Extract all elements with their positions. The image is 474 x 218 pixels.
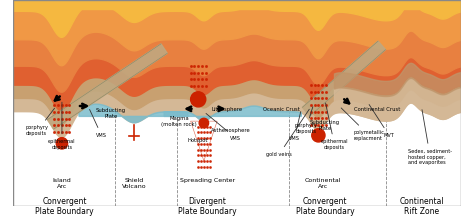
- Text: Lithosphere: Lithosphere: [211, 107, 243, 112]
- Polygon shape: [13, 0, 461, 206]
- Polygon shape: [47, 44, 167, 129]
- Text: Continental
Rift Zone: Continental Rift Zone: [399, 197, 444, 216]
- Text: VMS: VMS: [289, 112, 301, 141]
- Text: Spreading Center: Spreading Center: [180, 178, 235, 183]
- Text: VMS: VMS: [206, 113, 241, 141]
- Polygon shape: [13, 90, 461, 138]
- Polygon shape: [13, 3, 461, 66]
- Text: Oceanic Crust: Oceanic Crust: [264, 107, 301, 112]
- Text: porphyry
deposits: porphyry deposits: [294, 107, 318, 134]
- Text: MVT: MVT: [369, 105, 394, 138]
- Text: Continental
Arc: Continental Arc: [305, 178, 341, 189]
- Text: Divergent
Plate Boundary: Divergent Plate Boundary: [178, 197, 237, 216]
- Polygon shape: [13, 0, 461, 9]
- Polygon shape: [13, 31, 461, 92]
- Text: polymetallic
replacment: polymetallic replacment: [341, 108, 384, 141]
- Text: epithermal
deposits: epithermal deposits: [320, 103, 348, 150]
- Polygon shape: [13, 77, 461, 124]
- Text: gold veins: gold veins: [266, 109, 309, 157]
- Polygon shape: [79, 104, 188, 123]
- Circle shape: [199, 118, 209, 128]
- Text: Convergent
Plate Boundary: Convergent Plate Boundary: [296, 197, 355, 216]
- Text: Asthenosphere: Asthenosphere: [211, 128, 251, 133]
- Circle shape: [56, 138, 68, 149]
- Text: Continental Crust: Continental Crust: [354, 107, 400, 112]
- Circle shape: [312, 129, 325, 142]
- Polygon shape: [335, 78, 461, 121]
- Text: epithermal
deposits: epithermal deposits: [48, 102, 76, 150]
- Polygon shape: [335, 63, 461, 97]
- Text: Island
Arc: Island Arc: [53, 178, 71, 189]
- Text: Hotspot: Hotspot: [188, 138, 209, 143]
- Circle shape: [191, 92, 206, 107]
- Text: VMS: VMS: [90, 109, 107, 138]
- Text: Shield
Volcano: Shield Volcano: [121, 178, 146, 189]
- Text: Convergent
Plate Boundary: Convergent Plate Boundary: [36, 197, 94, 216]
- Text: Magma
(molten rock): Magma (molten rock): [162, 116, 197, 126]
- Text: Subducting
Plate: Subducting Plate: [96, 108, 126, 119]
- Text: Sedex, sediment-
hosted copper,
and evaporites: Sedex, sediment- hosted copper, and evap…: [408, 110, 452, 165]
- Polygon shape: [13, 0, 461, 37]
- Polygon shape: [13, 58, 461, 111]
- Text: porphyry
deposits: porphyry deposits: [26, 108, 55, 136]
- Polygon shape: [302, 41, 385, 116]
- Text: Subducting
Plate: Subducting Plate: [310, 121, 340, 131]
- Polygon shape: [164, 106, 301, 121]
